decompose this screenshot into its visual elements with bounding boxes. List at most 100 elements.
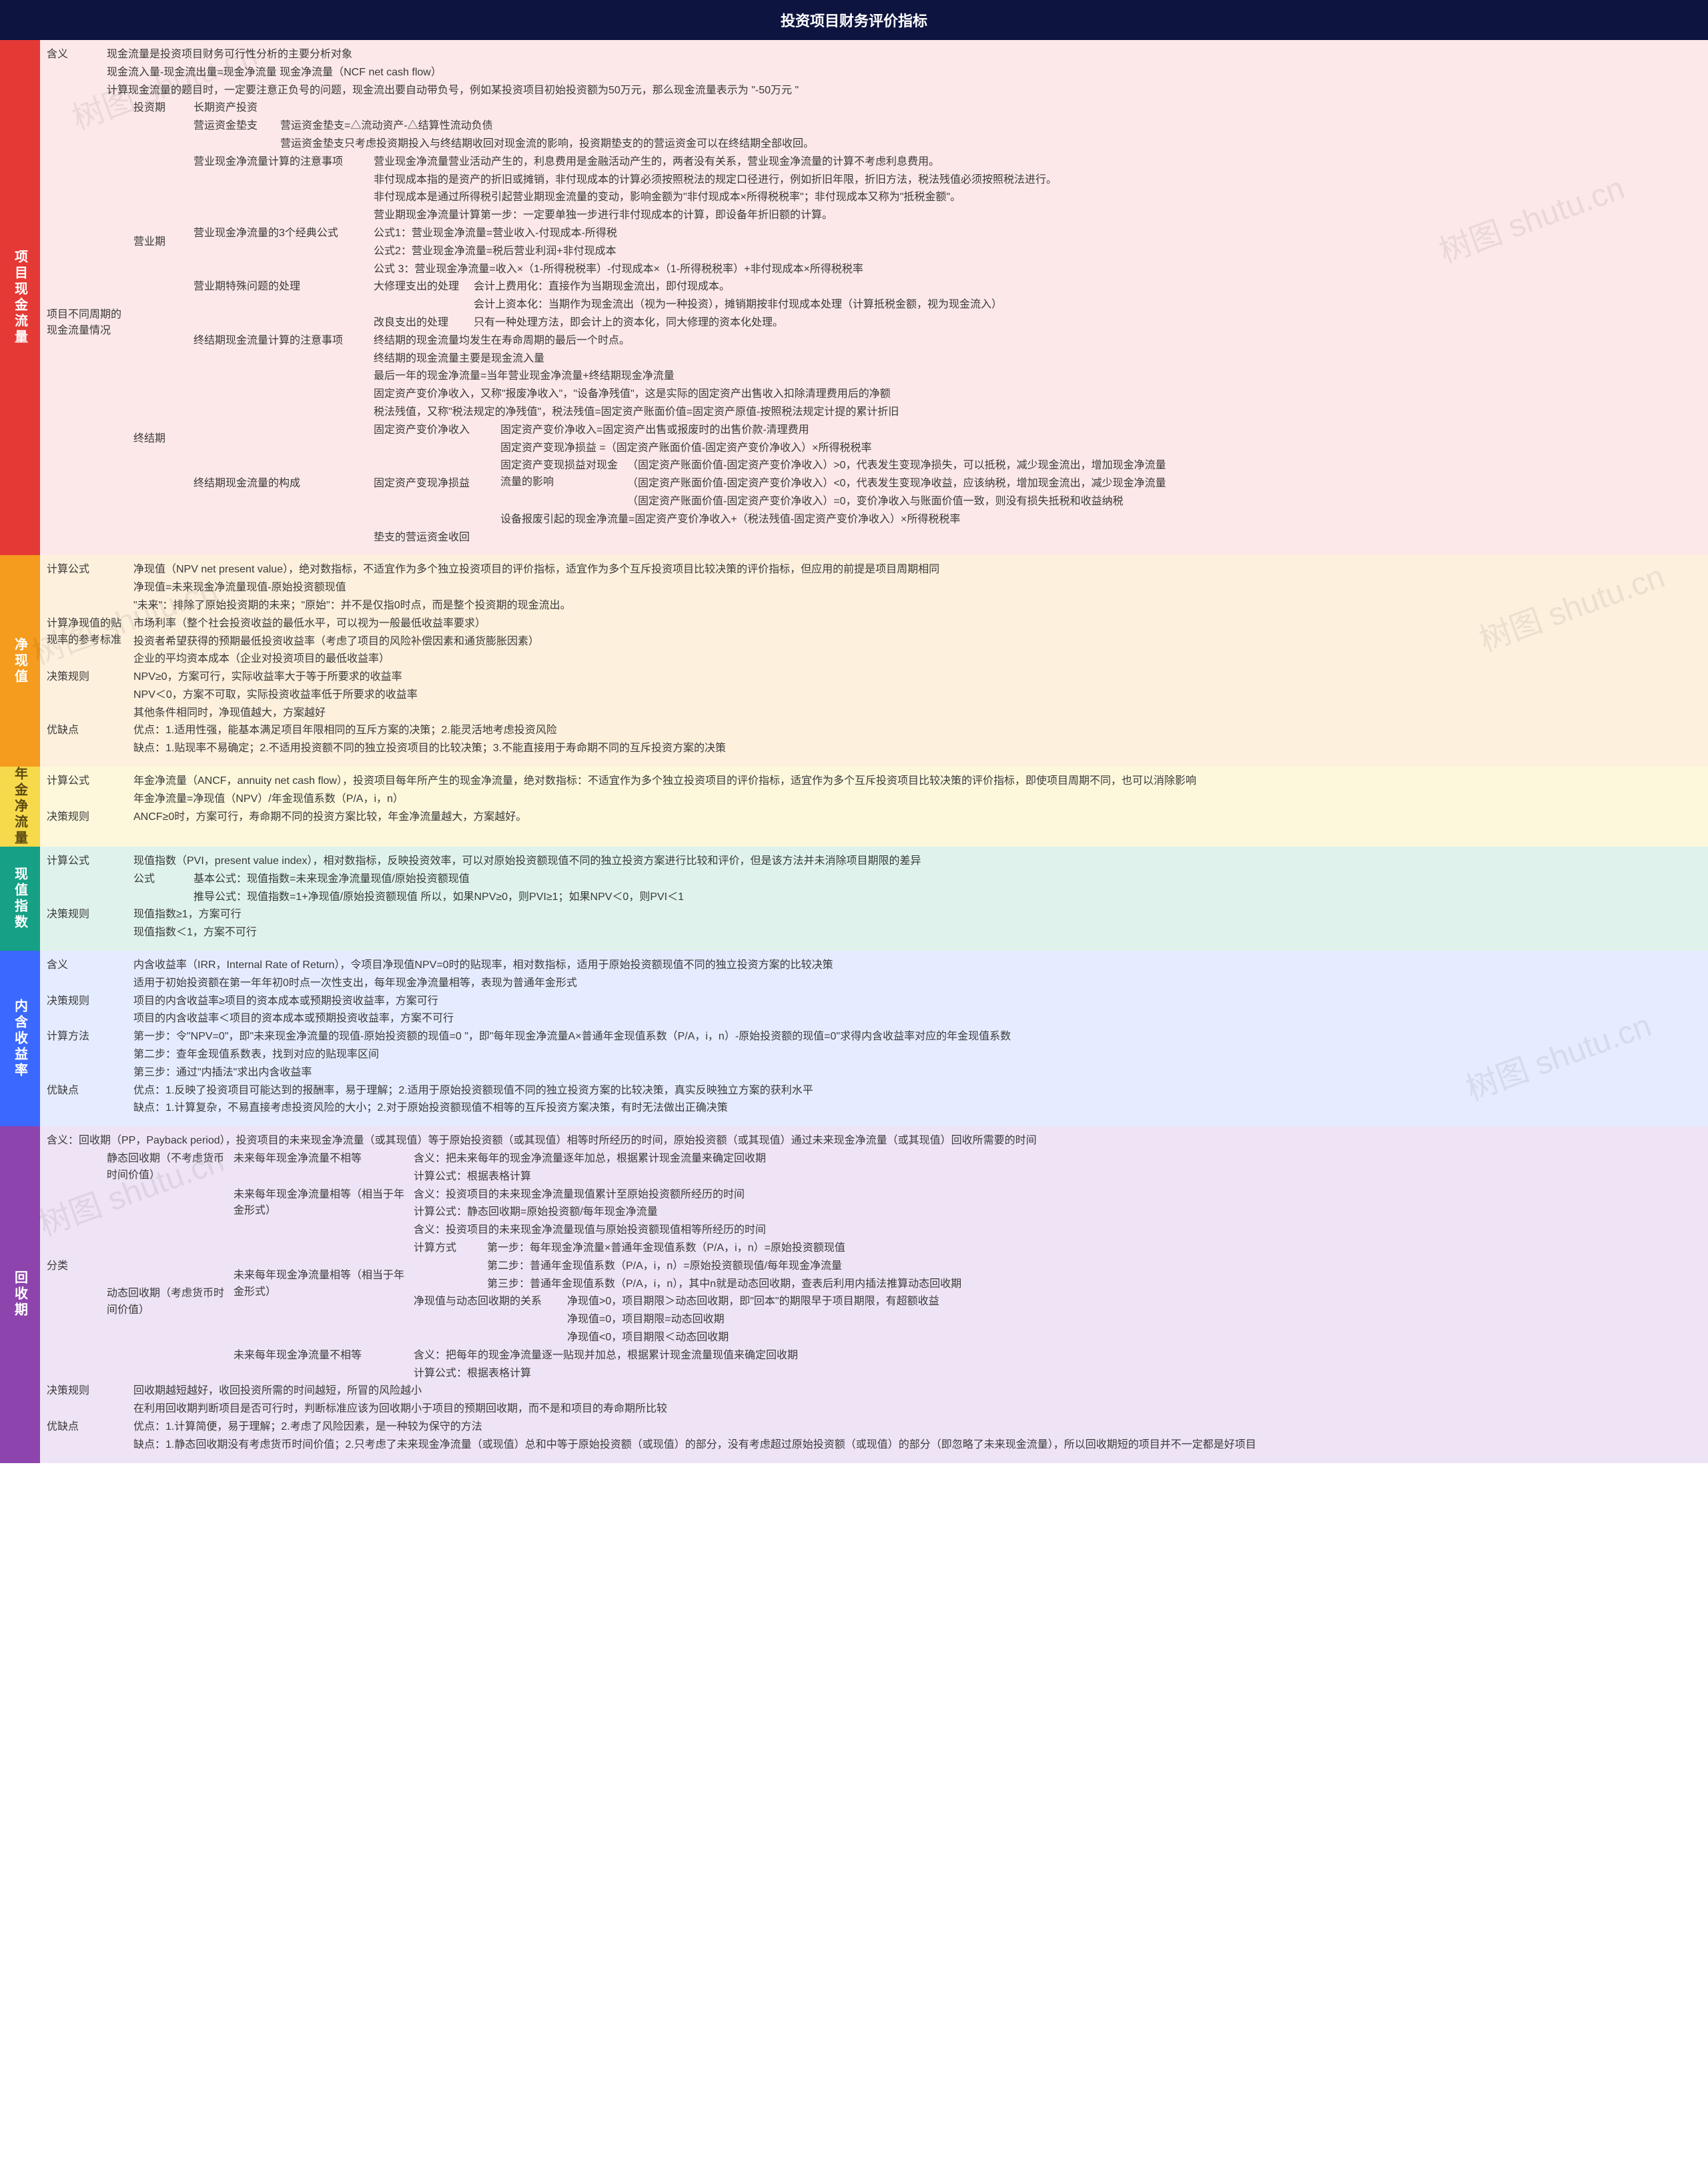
label: 固定资产变现损益对现金流量的影响 bbox=[500, 458, 620, 491]
text: 只有一种处理方法，即会计上的资本化，同大修理的资本化处理。 bbox=[474, 315, 783, 332]
section-npv: 净现值 树图 shutu.cn 树图 shutu.cn 计算公式 净现值（NPV… bbox=[0, 555, 1708, 767]
text: （固定资产账面价值-固定资产变价净收入）>0，代表发生变现净损失，可以抵税，减少… bbox=[627, 458, 1697, 474]
text: 第二步：查年金现值系数表，找到对应的贴现率区间 bbox=[133, 1047, 1697, 1063]
spine-irr: 内含收益率 bbox=[0, 951, 40, 1126]
label-hanyi: 含义 bbox=[47, 47, 100, 63]
text: 垫支的营运资金收回 bbox=[374, 530, 1697, 546]
label-jsgs: 计算公式 bbox=[47, 853, 127, 870]
text: 计算公式：静态回收期=原始投资额/每年现金净流量 bbox=[414, 1204, 1697, 1221]
text: 营运资金垫支只考虑投资期投入与终结期收回对现金流的影响，投资期垫支的的营运资金可… bbox=[280, 136, 1697, 153]
label: 未来每年现金净流量不相等 bbox=[234, 1151, 407, 1168]
text: ANCF≥0时，方案可行，寿命期不同的投资方案比较，年金净流量越大，方案越好。 bbox=[133, 809, 526, 826]
label-jcgz: 决策规则 bbox=[47, 993, 127, 1010]
text: 适用于初始投资额在第一年年初0时点一次性支出，每年现金净流量相等，表现为普通年金… bbox=[133, 975, 1697, 992]
text: 含义：投资项目的未来现金净流量现值累计至原始投资额所经历的时间 bbox=[414, 1187, 1697, 1204]
text: 固定资产变价净收入=固定资产出售或报废时的出售价款-清理费用 bbox=[500, 422, 809, 439]
section-cashflow: 项目现金流量 树图 shutu.cn 树图 shutu.cn 含义 现金流量是投… bbox=[0, 40, 1708, 555]
label: 终结期现金流量的构成 bbox=[193, 476, 367, 492]
label: 未来每年现金净流量相等（相当于年金形式） bbox=[234, 1268, 407, 1301]
section-pvi: 现值指数 计算公式 现值指数（PVI，present value index），… bbox=[0, 847, 1708, 951]
text: 缺点：1.静态回收期没有考虑货币时间价值；2.只考虑了未来现金净流量（或现值）总… bbox=[133, 1437, 1697, 1454]
text: 终结期的现金流量主要是现金流入量 bbox=[374, 351, 1697, 368]
text: 优点：1.计算简便，易于理解；2.考虑了风险因素，是一种较为保守的方法 bbox=[133, 1419, 1697, 1436]
label-touziqi: 投资期 bbox=[133, 100, 187, 117]
label: 改良支出的处理 bbox=[374, 315, 467, 332]
text: 第一步：令"NPV=0"，即"未来现金净流量的现值-原始投资额的现值=0 "，即… bbox=[133, 1029, 1697, 1045]
label-jsgs: 计算公式 bbox=[47, 773, 127, 790]
text: 最后一年的现金净流量=当年营业现金净流量+终结期现金净流量 bbox=[374, 368, 1697, 385]
text: NPV＜0，方案不可取，实际投资收益率低于所要求的收益率 bbox=[133, 687, 1697, 704]
label-yqd: 优缺点 bbox=[47, 723, 127, 739]
text: 税法残值，又称"税法规定的净残值"，税法残值=固定资产账面价值=固定资产原值-按… bbox=[374, 404, 1697, 421]
spine-payback: 回收期 bbox=[0, 1126, 40, 1462]
spine-npv: 净现值 bbox=[0, 555, 40, 767]
text: 营业现金净流量营业活动产生的，利息费用是金融活动产生的，两者没有关系，营业现金净… bbox=[374, 154, 1697, 171]
text: 长期资产投资 bbox=[193, 100, 1697, 117]
text: 企业的平均资本成本（企业对投资项目的最低收益率） bbox=[133, 651, 1697, 668]
text: 会计上资本化：当期作为现金流出（视为一种投资），摊销期按非付现成本处理（计算抵税… bbox=[474, 297, 1697, 314]
text: 营运资金垫支=△流动资产-△结算性流动负债 bbox=[280, 118, 1697, 135]
label: 终结期现金流量计算的注意事项 bbox=[193, 333, 367, 350]
label-hanyi: 含义 bbox=[47, 957, 127, 974]
text: 计算公式：根据表格计算 bbox=[414, 1366, 1697, 1382]
text: 公式2：营业现金净流量=税后营业利润+非付现成本 bbox=[374, 244, 1697, 260]
text: 第三步：普通年金现值系数（P/A，i，n），其中n就是动态回收期，查表后利用内插… bbox=[487, 1276, 1697, 1293]
text: 第二步：普通年金现值系数（P/A，i，n）=原始投资额现值/每年现金净流量 bbox=[487, 1258, 1697, 1275]
text: 内含收益率（IRR，Internal Rate of Return），令项目净现… bbox=[133, 957, 1697, 974]
spine-ancf: 年金净流量 bbox=[0, 767, 40, 847]
text: 在利用回收期判断项目是否可行时，判断标准应该为回收期小于项目的预期回收期，而不是… bbox=[133, 1401, 1697, 1418]
text: （固定资产账面价值-固定资产变价净收入）<0，代表发生变现净收益，应该纳税，增加… bbox=[627, 476, 1697, 492]
text: 净现值>0，项目期限＞动态回收期，即"回本"的期限早于项目期限，有超额收益 bbox=[567, 1294, 1697, 1310]
label: 净现值与动态回收期的关系 bbox=[414, 1294, 560, 1310]
spine-pvi: 现值指数 bbox=[0, 847, 40, 951]
text: 含义：把未来每年的现金净流量逐年加总，根据累计现金流量来确定回收期 bbox=[414, 1151, 1697, 1168]
text: 项目的内含收益率＜项目的资本成本或预期投资收益率，方案不可行 bbox=[133, 1011, 1697, 1027]
text: 现值指数（PVI，present value index），相对数指标，反映投资… bbox=[133, 853, 1697, 870]
text: 非付现成本是通过所得税引起营业期现金流量的变动，影响金额为"非付现成本×所得税税… bbox=[374, 189, 1697, 206]
label: 营业期特殊问题的处理 bbox=[193, 279, 367, 296]
label-yqd: 优缺点 bbox=[47, 1419, 127, 1436]
text: "未来"：排除了原始投资期的未来；"原始"：并不是仅指0时点，而是整个投资期的现… bbox=[133, 598, 1697, 614]
label-gs: 公式 bbox=[133, 871, 187, 888]
label-jsff: 计算方法 bbox=[47, 1029, 127, 1045]
label-periods: 项目不同周期的现金流量情况 bbox=[47, 307, 127, 340]
label: 计算方式 bbox=[414, 1240, 480, 1257]
text-hanyi: 含义：回收期（PP，Payback period），投资项目的未来现金净流量（或… bbox=[47, 1133, 1697, 1150]
text: 净现值=0，项目期限=动态回收期 bbox=[567, 1312, 1697, 1328]
text: 会计上费用化：直接作为当期现金流出，即付现成本。 bbox=[474, 279, 1697, 296]
text: 固定资产变价净收入，又称"报废净收入"，"设备净残值"，这是实际的固定资产出售收… bbox=[374, 386, 1697, 403]
label-jcgz: 决策规则 bbox=[47, 907, 127, 923]
label-jsgs: 计算公式 bbox=[47, 562, 127, 578]
label-tx: 计算净现值的贴现率的参考标准 bbox=[47, 616, 127, 649]
text: 净现值=未来现金净流量现值-原始投资额现值 bbox=[133, 580, 1697, 596]
text: 计算公式：根据表格计算 bbox=[414, 1169, 1697, 1186]
page-title: 投资项目财务评价指标 bbox=[0, 0, 1708, 40]
text: 缺点：1.计算复杂，不易直接考虑投资风险的大小；2.对于原始投资额现值不相等的互… bbox=[133, 1100, 1697, 1117]
spine-cashflow: 项目现金流量 bbox=[0, 40, 40, 555]
text: 年金净流量=净现值（NPV）/年金现值系数（P/A，i，n） bbox=[133, 791, 1697, 808]
label-jingtai: 静态回收期（不考虑货币时间价值） bbox=[107, 1151, 227, 1184]
text: 优点：1.反映了投资项目可能达到的报酬率，易于理解；2.适用于原始投资额现值不同… bbox=[133, 1083, 1697, 1100]
text: 公式1：营业现金净流量=营业收入-付现成本-所得税 bbox=[374, 226, 1697, 242]
label: 大修理支出的处理 bbox=[374, 279, 467, 296]
text: 缺点：1.贴现率不易确定；2.不适用投资额不同的独立投资项目的比较决策；3.不能… bbox=[133, 741, 1697, 757]
label-yingyeqi: 营业期 bbox=[133, 234, 187, 251]
text: 净现值（NPV net present value），绝对数指标，不适宜作为多个… bbox=[133, 562, 1697, 578]
text: NPV≥0，方案可行，实际收益率大于等于所要求的收益率 bbox=[133, 669, 1697, 686]
text: 含义：投资项目的未来现金净流量现值与原始投资额现值相等所经历的时间 bbox=[414, 1222, 1697, 1239]
text: 现金流入量-现金流出量=现金净流量 现金净流量（NCF net cash flo… bbox=[107, 65, 1697, 81]
label-fenlei: 分类 bbox=[47, 1258, 100, 1275]
text: 现值指数＜1，方案不可行 bbox=[133, 925, 1697, 941]
label: 营运资金垫支 bbox=[193, 118, 274, 135]
label-jcgz: 决策规则 bbox=[47, 669, 127, 686]
label: 固定资产变现净损益 bbox=[374, 476, 494, 492]
text: 现值指数≥1，方案可行 bbox=[133, 907, 1697, 923]
text: 优点：1.适用性强，能基本满足项目年限相同的互斥方案的决策；2.能灵活地考虑投资… bbox=[133, 723, 1697, 739]
label-zhongjieqi: 终结期 bbox=[133, 431, 187, 448]
text: 现金流量是投资项目财务可行性分析的主要分析对象 bbox=[107, 47, 1697, 63]
label: 固定资产变价净收入 bbox=[374, 422, 494, 439]
label-jcgz: 决策规则 bbox=[47, 809, 127, 826]
label-dongtai: 动态回收期（考虑货币时间价值） bbox=[107, 1286, 227, 1319]
section-irr: 内含收益率 树图 shutu.cn 含义 内含收益率（IRR，Internal … bbox=[0, 951, 1708, 1126]
text: 计算现金流量的题目时，一定要注意正负号的问题，现金流出要自动带负号，例如某投资项… bbox=[107, 83, 1697, 99]
